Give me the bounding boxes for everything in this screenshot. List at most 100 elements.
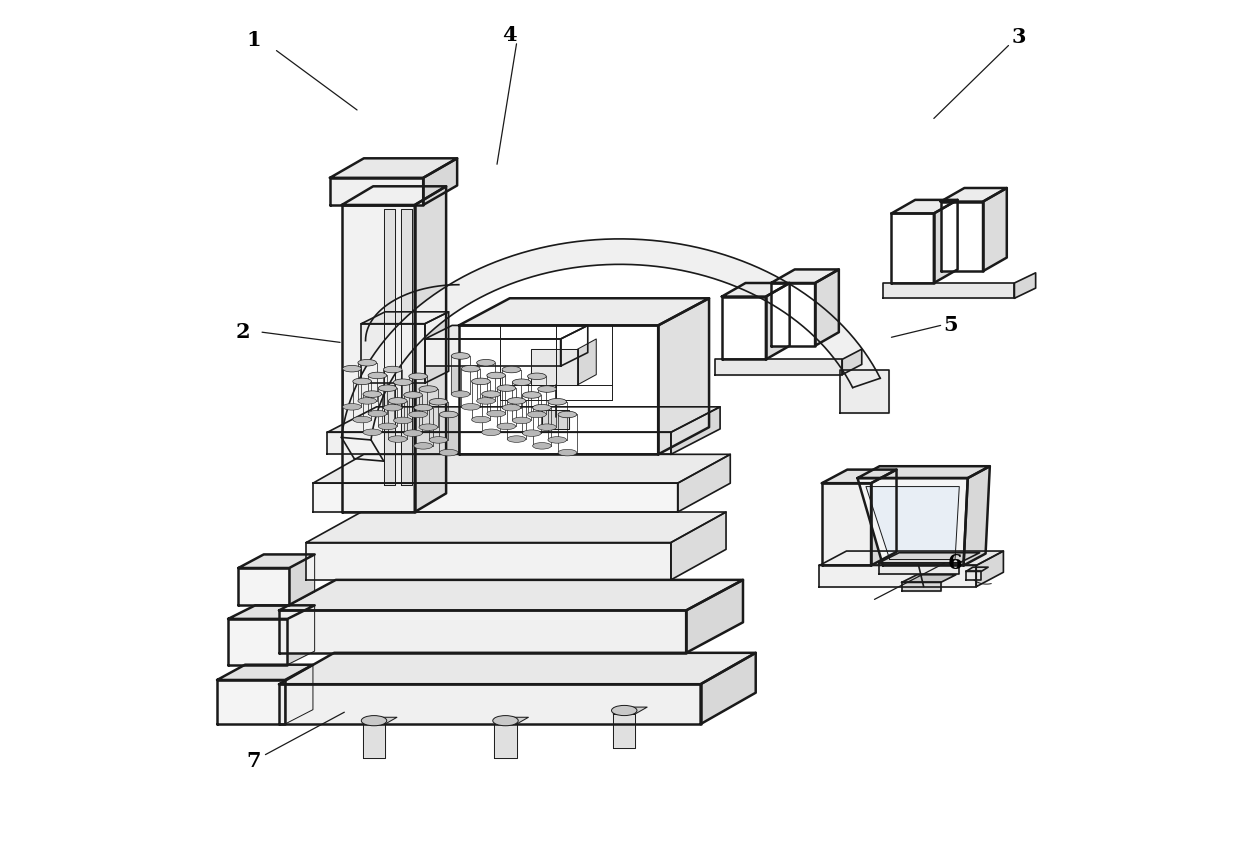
Polygon shape	[419, 389, 438, 427]
Ellipse shape	[358, 359, 377, 366]
Polygon shape	[429, 402, 448, 440]
Polygon shape	[285, 665, 312, 724]
Ellipse shape	[502, 366, 521, 373]
Ellipse shape	[481, 429, 501, 436]
Polygon shape	[842, 349, 862, 374]
Ellipse shape	[368, 372, 387, 379]
Polygon shape	[361, 311, 449, 323]
Polygon shape	[353, 381, 372, 420]
Polygon shape	[383, 369, 402, 408]
Polygon shape	[715, 359, 842, 374]
Ellipse shape	[378, 385, 397, 391]
Polygon shape	[815, 270, 838, 346]
Polygon shape	[527, 376, 546, 414]
Ellipse shape	[361, 716, 387, 726]
Polygon shape	[341, 239, 880, 440]
Polygon shape	[879, 553, 980, 563]
Ellipse shape	[548, 398, 567, 405]
Polygon shape	[548, 402, 567, 440]
Polygon shape	[425, 325, 588, 339]
Ellipse shape	[451, 391, 470, 397]
Ellipse shape	[507, 397, 526, 404]
Polygon shape	[402, 209, 412, 485]
Ellipse shape	[497, 385, 516, 391]
Text: 3: 3	[1012, 27, 1025, 47]
Polygon shape	[892, 214, 934, 283]
Polygon shape	[393, 382, 412, 420]
Polygon shape	[560, 325, 588, 366]
Ellipse shape	[476, 359, 495, 366]
Ellipse shape	[512, 417, 531, 424]
Polygon shape	[822, 470, 897, 483]
Polygon shape	[866, 487, 960, 559]
Polygon shape	[766, 283, 790, 359]
Polygon shape	[459, 325, 658, 454]
Polygon shape	[542, 410, 569, 429]
Ellipse shape	[414, 443, 433, 449]
Polygon shape	[342, 186, 446, 205]
Polygon shape	[361, 323, 425, 383]
Polygon shape	[409, 376, 428, 414]
Ellipse shape	[481, 391, 501, 397]
Polygon shape	[983, 188, 1007, 271]
Polygon shape	[289, 555, 315, 605]
Polygon shape	[820, 551, 1003, 565]
Polygon shape	[330, 158, 458, 178]
Polygon shape	[614, 714, 635, 748]
Polygon shape	[404, 395, 423, 433]
Ellipse shape	[353, 378, 372, 385]
Polygon shape	[722, 283, 790, 296]
Polygon shape	[414, 408, 433, 446]
Polygon shape	[941, 188, 1007, 202]
Polygon shape	[671, 407, 720, 454]
Polygon shape	[686, 580, 743, 653]
Ellipse shape	[342, 403, 361, 410]
Ellipse shape	[461, 403, 480, 410]
Polygon shape	[522, 395, 541, 433]
Polygon shape	[934, 200, 957, 283]
Polygon shape	[487, 375, 506, 414]
Polygon shape	[671, 512, 727, 580]
Ellipse shape	[383, 404, 402, 411]
Polygon shape	[502, 369, 521, 408]
Polygon shape	[459, 298, 709, 325]
Ellipse shape	[497, 423, 516, 430]
Ellipse shape	[512, 379, 531, 386]
Polygon shape	[279, 610, 686, 653]
Ellipse shape	[439, 449, 458, 456]
Polygon shape	[879, 563, 960, 574]
Polygon shape	[423, 158, 458, 205]
Polygon shape	[279, 580, 743, 610]
Ellipse shape	[451, 352, 470, 359]
Polygon shape	[533, 408, 552, 446]
Polygon shape	[228, 605, 315, 619]
Ellipse shape	[388, 436, 407, 443]
Polygon shape	[578, 339, 596, 385]
Text: 5: 5	[944, 316, 959, 335]
Ellipse shape	[492, 716, 518, 726]
Polygon shape	[497, 388, 516, 426]
Polygon shape	[771, 283, 815, 346]
Ellipse shape	[487, 372, 506, 379]
Ellipse shape	[342, 365, 361, 372]
Polygon shape	[378, 388, 397, 426]
Polygon shape	[342, 205, 414, 512]
Polygon shape	[217, 665, 312, 680]
Polygon shape	[858, 478, 967, 565]
Ellipse shape	[522, 430, 541, 437]
Ellipse shape	[429, 437, 448, 443]
Ellipse shape	[368, 410, 387, 417]
Text: 6: 6	[947, 553, 962, 573]
Ellipse shape	[429, 398, 448, 405]
Ellipse shape	[358, 397, 377, 404]
Polygon shape	[425, 339, 560, 366]
Text: 1: 1	[247, 30, 260, 49]
Ellipse shape	[527, 411, 546, 418]
Polygon shape	[414, 186, 446, 512]
Ellipse shape	[522, 391, 541, 398]
Ellipse shape	[558, 411, 577, 418]
Ellipse shape	[393, 417, 412, 424]
Ellipse shape	[409, 373, 428, 380]
Polygon shape	[451, 356, 470, 394]
Polygon shape	[941, 202, 983, 271]
